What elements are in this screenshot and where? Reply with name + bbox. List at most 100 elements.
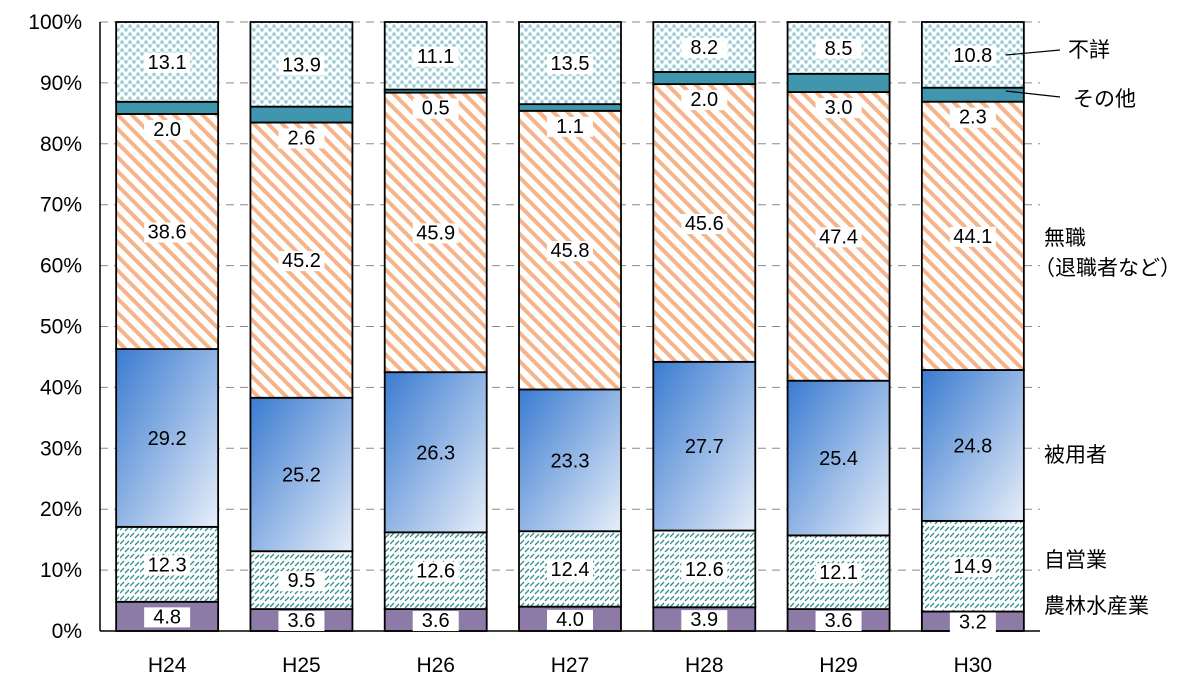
legend-label: （退職者など）	[1034, 256, 1181, 280]
segment-jiei	[518, 530, 622, 608]
legend-label: 自営業	[1044, 548, 1107, 572]
data-label: 45.2	[282, 250, 321, 272]
data-label: 26.3	[416, 442, 455, 464]
y-tick-label: 90%	[40, 72, 82, 95]
y-tick-label: 70%	[40, 194, 82, 217]
data-label: 12.6	[685, 559, 724, 581]
data-label-bg	[412, 223, 459, 244]
legend-label: 不詳	[1068, 38, 1110, 62]
segment-hiyou	[115, 348, 220, 528]
legend-label: 農林水産業	[1044, 594, 1149, 618]
x-tick-label: H28	[685, 654, 724, 677]
legend-item: 無職 （退職者など）	[1034, 226, 1181, 280]
bar-H26: 3.6 12.6 26.3 45.9 0.5 11.1	[383, 21, 488, 632]
data-label: 24.8	[953, 435, 992, 457]
data-label-bg	[278, 55, 325, 76]
data-label: 12.4	[551, 559, 590, 581]
x-tick-label: H29	[819, 654, 858, 677]
data-label-bg	[144, 555, 191, 576]
data-label: 10.8	[953, 45, 992, 67]
data-label-bg	[681, 559, 728, 580]
data-label-bg	[412, 98, 459, 119]
bar-H30: 3.2 14.9 24.8 44.1 2.3 10.8	[920, 21, 1025, 633]
segment-hiyou	[786, 379, 891, 537]
legend-item: 被用者	[1044, 443, 1107, 467]
segment-sonota	[249, 105, 354, 124]
data-label-bg	[949, 45, 996, 66]
legend-leader-line	[1005, 90, 1061, 98]
data-label: 23.3	[551, 450, 590, 472]
y-tick-label: 50%	[40, 316, 82, 339]
y-tick-label: 60%	[40, 255, 82, 278]
data-label-bg	[412, 46, 459, 67]
data-label-bg	[412, 611, 459, 632]
data-label-bg	[815, 227, 862, 248]
data-label: 0.5	[422, 98, 450, 120]
legend-label: その他	[1073, 87, 1136, 111]
data-label: 11.1	[417, 46, 454, 68]
segment-sonota	[652, 71, 757, 86]
data-label-bg	[949, 612, 996, 633]
data-label: 29.2	[148, 428, 187, 450]
data-label: 2.6	[288, 127, 316, 149]
data-label: 27.7	[685, 436, 724, 458]
data-label: 3.0	[825, 97, 853, 119]
y-tick-label: 20%	[40, 498, 82, 521]
y-tick-label: 100%	[28, 11, 82, 34]
data-label-bg	[547, 241, 593, 262]
x-tick-label: H25	[282, 654, 321, 677]
segment-hiyou	[652, 360, 757, 532]
data-label-bg	[949, 557, 996, 578]
data-label-bg	[547, 116, 593, 137]
data-label: 2.0	[690, 89, 718, 111]
data-label: 3.2	[959, 611, 987, 633]
data-label: 13.1	[148, 52, 187, 74]
legend-leader-line	[1005, 49, 1061, 56]
segment-sonota	[786, 72, 891, 93]
data-label: 3.6	[422, 610, 450, 632]
data-label: 25.4	[819, 448, 858, 470]
data-label-bg	[547, 609, 593, 630]
data-label: 12.1	[819, 562, 858, 584]
y-tick-label: 40%	[40, 376, 82, 399]
data-label-bg	[278, 611, 325, 632]
data-label-bg	[815, 563, 862, 584]
legend-item: 不詳	[1005, 38, 1110, 62]
segment-sonota	[920, 86, 1025, 103]
data-label: 4.0	[556, 609, 584, 631]
data-label-bg	[681, 213, 728, 234]
data-label: 2.3	[959, 107, 987, 129]
data-label-bg	[815, 611, 862, 632]
legend-label: 被用者	[1044, 443, 1107, 467]
data-label-bg	[278, 571, 325, 592]
data-label-bg	[815, 98, 862, 119]
y-tick-label: 0%	[52, 620, 82, 643]
data-label: 3.9	[690, 609, 718, 631]
legend-item: その他	[1005, 87, 1136, 111]
data-label: 8.5	[825, 38, 853, 60]
data-label-bg	[144, 607, 191, 628]
data-label-bg	[681, 37, 728, 58]
data-label: 3.6	[825, 610, 853, 632]
data-label-bg	[815, 38, 862, 59]
data-label: 9.5	[288, 570, 316, 592]
data-label: 45.8	[551, 240, 590, 262]
data-label: 14.9	[953, 556, 992, 578]
data-label-bg	[681, 610, 728, 631]
data-label: 4.8	[153, 606, 181, 628]
bar-H24: 4.8 12.3 29.2 38.6 2.0 13.1	[115, 21, 220, 632]
data-label: 3.6	[288, 610, 316, 632]
data-label: 12.6	[416, 561, 455, 583]
legend-item: 農林水産業	[1044, 594, 1149, 618]
data-label: 13.9	[282, 54, 321, 76]
data-label: 12.3	[148, 554, 187, 576]
data-label: 8.2	[690, 37, 718, 59]
bar-H27: 4.0 12.4 23.3 45.8 1.1 13.5	[518, 21, 622, 632]
data-label-bg	[278, 128, 325, 149]
data-label-bg	[547, 559, 593, 580]
legend: 農林水産業 自営業 被用者 無職 （退職者など） その他 不詳	[1005, 38, 1181, 618]
segment-hiyou	[383, 371, 488, 534]
data-label: 2.0	[153, 119, 181, 141]
